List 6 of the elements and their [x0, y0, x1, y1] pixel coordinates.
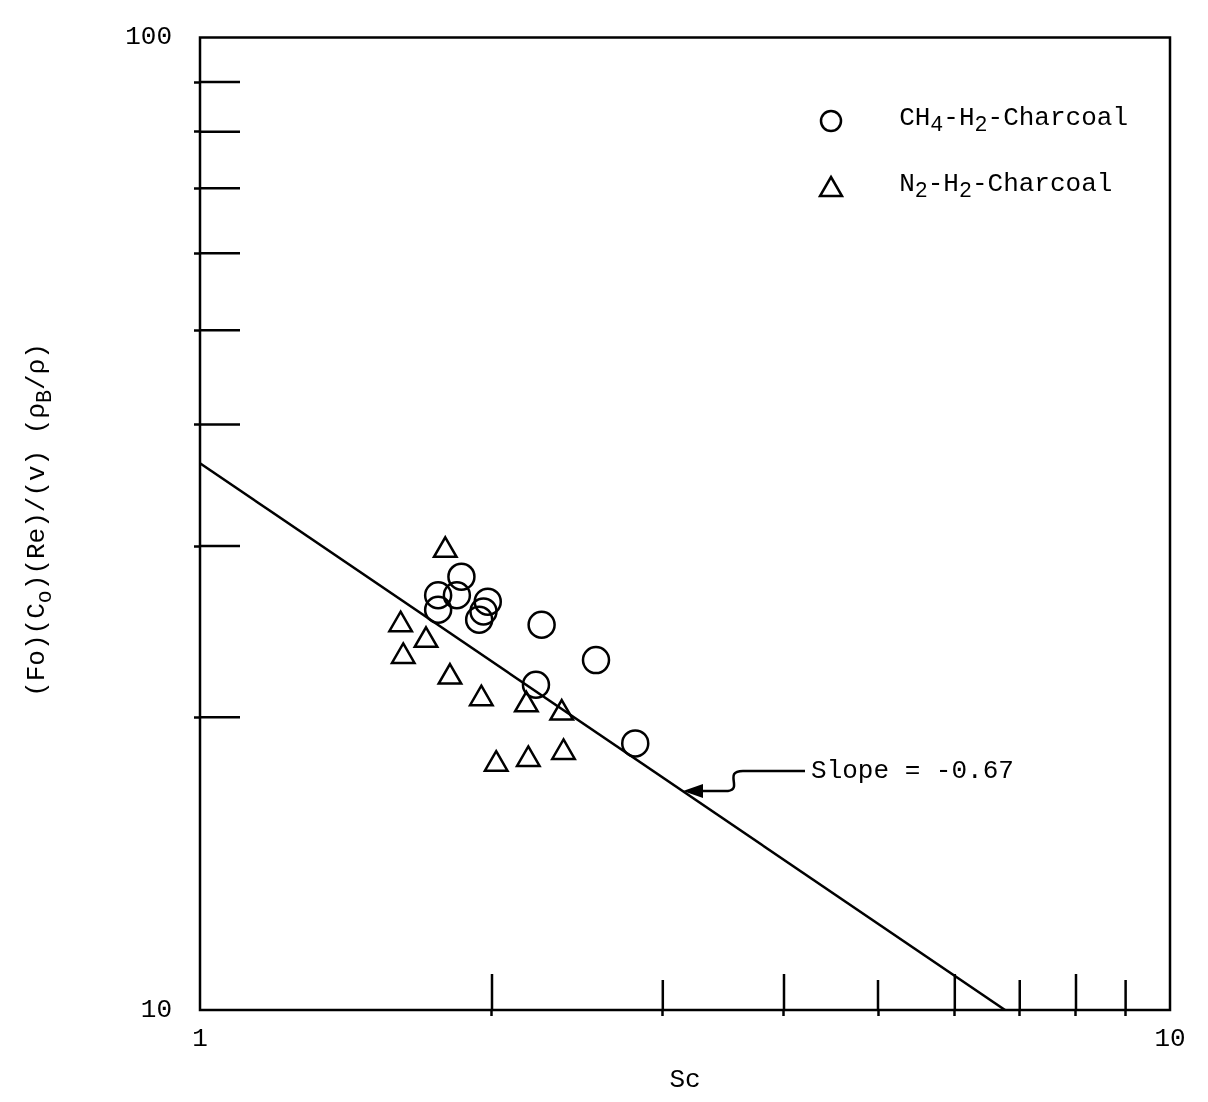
x-axis-title: Sc: [669, 1065, 701, 1095]
legend-label: CH$_{4}$-H$_{2}$-Charcoal: [899, 103, 1128, 139]
legend-label: N$_{2}$-H$_{2}$-Charcoal: [899, 169, 1113, 205]
x-tick-label: 1: [192, 1024, 208, 1055]
annotation: Slope = -0.67: [811, 756, 1014, 787]
y-tick-label: 100: [125, 22, 172, 53]
